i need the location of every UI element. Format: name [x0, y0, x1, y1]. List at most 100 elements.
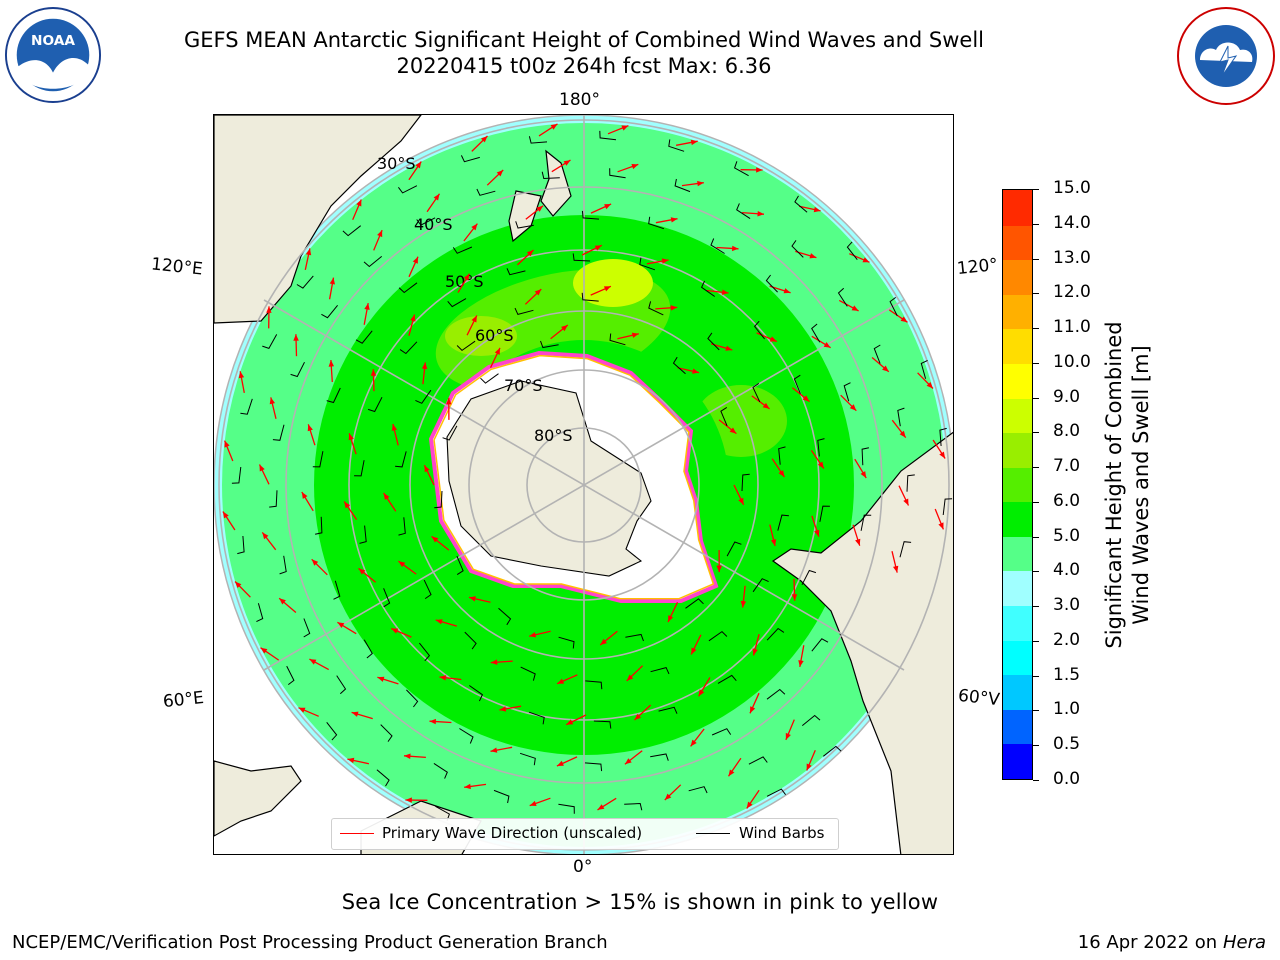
wind-barb	[469, 685, 484, 702]
wind-barb	[736, 203, 751, 220]
wind-barb	[741, 473, 750, 492]
wave-direction-arrowhead	[750, 706, 756, 714]
map-legend: Primary Wave Direction (unscaled) Wind B…	[331, 818, 839, 850]
lon-label-60e: 60°E	[162, 687, 205, 713]
wind-barb	[398, 185, 418, 194]
southern-africa-land	[214, 760, 302, 837]
legend-label-wind-barbs: Wind Barbs	[739, 824, 825, 842]
wave-direction-arrowhead	[762, 402, 770, 409]
wind-barb	[811, 323, 821, 343]
wind-barb	[766, 627, 785, 641]
wave-direction-arrowhead	[716, 565, 722, 573]
wind-barb	[777, 514, 789, 531]
wave-direction-arrowhead	[496, 170, 504, 177]
colorbar-segment	[1003, 709, 1032, 745]
wave-direction-arrowhead	[370, 369, 377, 376]
wave-direction-arrowhead	[469, 596, 476, 602]
wave-direction-arrowhead	[391, 628, 399, 634]
wave-direction-arrowhead	[823, 342, 831, 348]
wind-barb	[672, 356, 686, 375]
wind-barb	[707, 332, 720, 351]
wave-direction-arrowhead	[728, 769, 735, 777]
wind-barb	[794, 195, 808, 213]
lon-label-120e: 120°E	[150, 254, 204, 280]
colorbar-tick-label: 9.0	[1053, 386, 1081, 407]
colorbar-tick-label: 2.0	[1053, 629, 1081, 650]
wind-barb	[342, 225, 362, 237]
wind-barb	[314, 516, 323, 535]
lat-label-30s: 30°S	[377, 154, 416, 173]
wind-barb	[541, 171, 560, 180]
wave-direction-arrowhead	[624, 758, 632, 765]
wave-direction-arrowhead	[305, 248, 312, 256]
wind-barb	[456, 555, 464, 576]
lat-label-60s: 60°S	[475, 326, 514, 345]
wind-barb	[398, 282, 418, 294]
wind-barb	[585, 680, 603, 690]
colorbar-segment	[1003, 328, 1032, 364]
wind-barb	[406, 689, 419, 708]
colorbar-tick-mark	[1033, 640, 1039, 642]
wind-barb	[459, 728, 474, 744]
wave-direction-arrowhead	[561, 325, 568, 332]
wave-direction-arrowhead	[348, 433, 354, 441]
wind-barb	[939, 427, 947, 447]
wind-barb	[674, 178, 691, 193]
wind-barb	[558, 636, 575, 649]
wave-direction-arrowhead	[600, 638, 607, 645]
wind-barb	[312, 451, 324, 468]
wind-barb	[498, 607, 512, 626]
wind-barb	[336, 675, 347, 695]
wave-direction-arrowhead	[298, 707, 306, 713]
colorbar-tick-label: 0.5	[1053, 734, 1081, 755]
wind-barb	[528, 711, 545, 725]
wind-barb	[279, 555, 287, 575]
wind-barb	[837, 287, 848, 307]
wave-direction-arrowhead	[490, 747, 498, 753]
wind-barb	[333, 580, 341, 600]
wind-barb	[752, 578, 769, 593]
wave-direction-arrowhead	[309, 659, 317, 665]
wind-barb	[237, 535, 245, 555]
wave-direction-arrowhead	[670, 305, 678, 311]
australia-land	[214, 115, 422, 324]
wave-direction-arrowhead	[769, 336, 777, 342]
colorbar-label-line1: Significant Height of Combined	[1102, 321, 1126, 649]
footer-date: 16 Apr 2022 on Hera	[1078, 932, 1266, 953]
wave-direction-arrowhead	[464, 783, 471, 790]
colorbar-tick-mark	[1033, 571, 1039, 573]
wind-barb	[528, 136, 548, 144]
footer-credit: NCEP/EMC/Verification Post Processing Pr…	[12, 932, 608, 953]
wind-barb	[540, 340, 559, 349]
wind-barb	[861, 447, 870, 466]
wave-direction-arrowhead	[259, 464, 265, 472]
wave-direction-arrowhead	[621, 125, 629, 131]
wave-direction-arrowhead	[756, 167, 763, 173]
wave-direction-arrowhead	[900, 316, 908, 323]
lat-label-40s: 40°S	[414, 215, 453, 234]
noaa-logo-icon: NOAA	[4, 6, 102, 104]
colorbar-tick-mark	[1033, 606, 1039, 608]
wave-direction-arrowhead	[429, 718, 436, 725]
wave-direction-arrowhead	[238, 371, 245, 379]
wave-direction-arrowhead	[661, 258, 669, 264]
wave-direction-arrowhead	[631, 164, 639, 170]
colorbar-tick-mark	[1033, 397, 1039, 399]
colorbar-tick-label: 14.0	[1053, 212, 1091, 233]
wave-direction-arrowhead	[626, 674, 634, 681]
lat-labels: 30°S 40°S 50°S 60°S 70°S 80°S	[377, 154, 573, 445]
wind-barb	[581, 210, 600, 220]
wind-barb	[433, 762, 448, 779]
wind-barb	[581, 292, 599, 302]
wind-barb	[354, 460, 365, 477]
legend-swatch-wind-barbs	[696, 833, 730, 834]
wave-direction-arrowhead	[344, 501, 351, 509]
wind-barb	[710, 238, 725, 254]
wave-direction-arrowhead	[279, 598, 286, 605]
wind-barb	[846, 241, 858, 261]
colorbar-tick-label: 10.0	[1053, 351, 1091, 372]
wind-barb	[873, 344, 881, 364]
wave-direction-arrowhead	[814, 529, 820, 537]
colorbar-segment	[1003, 605, 1032, 641]
wind-barb	[423, 579, 432, 600]
